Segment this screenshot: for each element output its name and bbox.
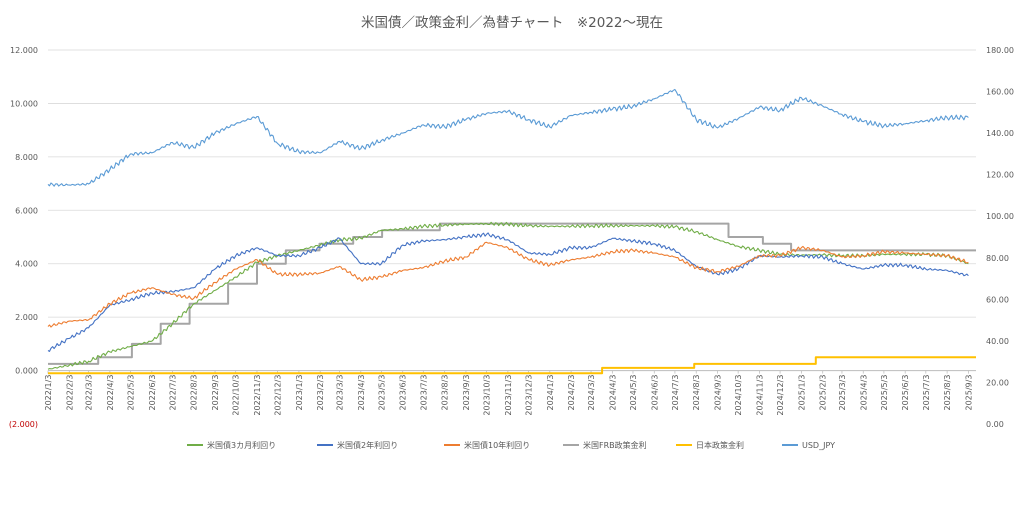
x-tick-label: 2023/9/3 bbox=[462, 375, 471, 411]
series-line-1 bbox=[47, 232, 969, 352]
legend-label: 米国FRB政策金利 bbox=[583, 440, 647, 450]
x-tick-label: 2025/2/3 bbox=[819, 375, 828, 411]
x-tick-label: 2025/5/3 bbox=[880, 375, 889, 411]
x-tick-label: 2022/7/3 bbox=[168, 375, 177, 411]
series-line-3 bbox=[48, 222, 976, 365]
x-tick-label: 2024/7/3 bbox=[671, 375, 680, 411]
x-tick-label: 2023/5/3 bbox=[377, 375, 386, 411]
legend-label: 米国債3カ月利回り bbox=[207, 440, 276, 450]
x-tick-label: 2024/11/3 bbox=[755, 375, 764, 416]
x-tick-label: 2023/10/3 bbox=[483, 375, 492, 416]
y-right-tick-label: 140.00 bbox=[986, 129, 1014, 138]
x-tick-label: 2025/9/3 bbox=[964, 375, 973, 411]
y-left-tick-label: 8.000 bbox=[15, 153, 38, 162]
y-right-tick-label: 180.00 bbox=[986, 46, 1014, 55]
x-tick-label: 2022/4/3 bbox=[106, 375, 115, 411]
x-tick-label: 2022/5/3 bbox=[126, 375, 135, 411]
x-tick-label: 2023/4/3 bbox=[357, 375, 366, 411]
legend-label: 米国債10年利回り bbox=[464, 440, 530, 450]
y-right-tick-label: 60.00 bbox=[986, 295, 1009, 304]
y-right-tick-label: 20.00 bbox=[986, 378, 1009, 387]
x-tick-label: 2025/8/3 bbox=[943, 375, 952, 411]
series-line-5 bbox=[47, 88, 969, 187]
x-tick-label: 2024/9/3 bbox=[714, 375, 723, 411]
x-tick-label: 2025/7/3 bbox=[922, 375, 931, 411]
axes: (2.000) 0.000 2.000 4.000 6.000 8.000 10.000 12… bbox=[9, 46, 1014, 429]
x-tick-label: 2024/8/3 bbox=[692, 375, 701, 411]
x-tick-label: 2025/1/3 bbox=[797, 375, 806, 411]
x-tick-label: 2022/9/3 bbox=[211, 375, 220, 411]
x-tick-label: 2023/6/3 bbox=[399, 375, 408, 411]
y-left-tick-label: 4.000 bbox=[15, 260, 38, 269]
x-tick-label: 2022/1/3 bbox=[44, 375, 53, 411]
x-tick-label: 2022/12/3 bbox=[274, 375, 283, 416]
y-right-tick-label: 120.00 bbox=[986, 171, 1014, 180]
x-tick-label: 2024/12/3 bbox=[776, 375, 785, 416]
x-tick-label: 2024/2/3 bbox=[567, 375, 576, 411]
x-tick-label: 2023/2/3 bbox=[316, 375, 325, 411]
chart-title: 米国債／政策金利／為替チャート ※2022～現在 bbox=[361, 14, 663, 31]
legend-label: 日本政策金利 bbox=[696, 440, 744, 450]
x-tick-label: 2025/3/3 bbox=[838, 375, 847, 411]
x-tick-label: 2025/6/3 bbox=[901, 375, 910, 411]
y-left-tick-label: 12.000 bbox=[10, 46, 38, 55]
x-tick-label: 2022/8/3 bbox=[190, 375, 199, 411]
x-tick-label: 2025/4/3 bbox=[859, 375, 868, 411]
x-tick-label: 2022/2/3 bbox=[65, 375, 74, 411]
series-layer bbox=[47, 88, 976, 375]
y-left-tick-label: 6.000 bbox=[15, 206, 38, 215]
y-left-tick-label: (2.000) bbox=[9, 420, 38, 429]
gridlines bbox=[48, 49, 976, 371]
x-tick-label: 2022/11/3 bbox=[253, 375, 262, 416]
x-tick-label: 2023/8/3 bbox=[441, 375, 450, 411]
x-tick-label: 2023/11/3 bbox=[504, 375, 513, 416]
legend: 米国債3カ月利回り 米国債2年利回り 米国債10年利回り 米国FRB政策金利 日本政策金… bbox=[187, 440, 835, 450]
x-tick-label: 2022/3/3 bbox=[85, 375, 94, 411]
x-tick-label: 2022/6/3 bbox=[148, 375, 157, 411]
x-tick-label: 2024/6/3 bbox=[650, 375, 659, 411]
x-tick-label: 2024/10/3 bbox=[734, 375, 743, 416]
x-tick-label: 2024/5/3 bbox=[629, 375, 638, 411]
y-left-tick-label: 2.000 bbox=[15, 313, 38, 322]
y-right-tick-label: 40.00 bbox=[986, 337, 1009, 346]
legend-label: USD_JPY bbox=[802, 441, 835, 450]
x-tick-label: 2024/4/3 bbox=[608, 375, 617, 411]
y-right-tick-label: 100.00 bbox=[986, 212, 1014, 221]
y-left-tick-label: 10.000 bbox=[10, 99, 38, 108]
x-tick-label: 2023/7/3 bbox=[419, 375, 428, 411]
x-tick-label: 2024/1/3 bbox=[546, 375, 555, 411]
series-line-4 bbox=[48, 356, 976, 375]
series-line-0 bbox=[47, 221, 969, 370]
y-right-tick-label: 0.00 bbox=[986, 420, 1004, 429]
legend-label: 米国債2年利回り bbox=[337, 440, 398, 450]
y-left-tick-label: 0.000 bbox=[15, 367, 38, 376]
x-tick-label: 2024/3/3 bbox=[587, 375, 596, 411]
x-tick-label: 2023/3/3 bbox=[335, 375, 344, 411]
x-tick-label: 2023/12/3 bbox=[524, 375, 533, 416]
y-right-tick-label: 160.00 bbox=[986, 88, 1014, 97]
series-line-2 bbox=[47, 241, 969, 328]
y-right-tick-label: 80.00 bbox=[986, 254, 1009, 263]
x-tick-label: 2022/10/3 bbox=[232, 375, 241, 416]
x-tick-label: 2023/1/3 bbox=[295, 375, 304, 411]
